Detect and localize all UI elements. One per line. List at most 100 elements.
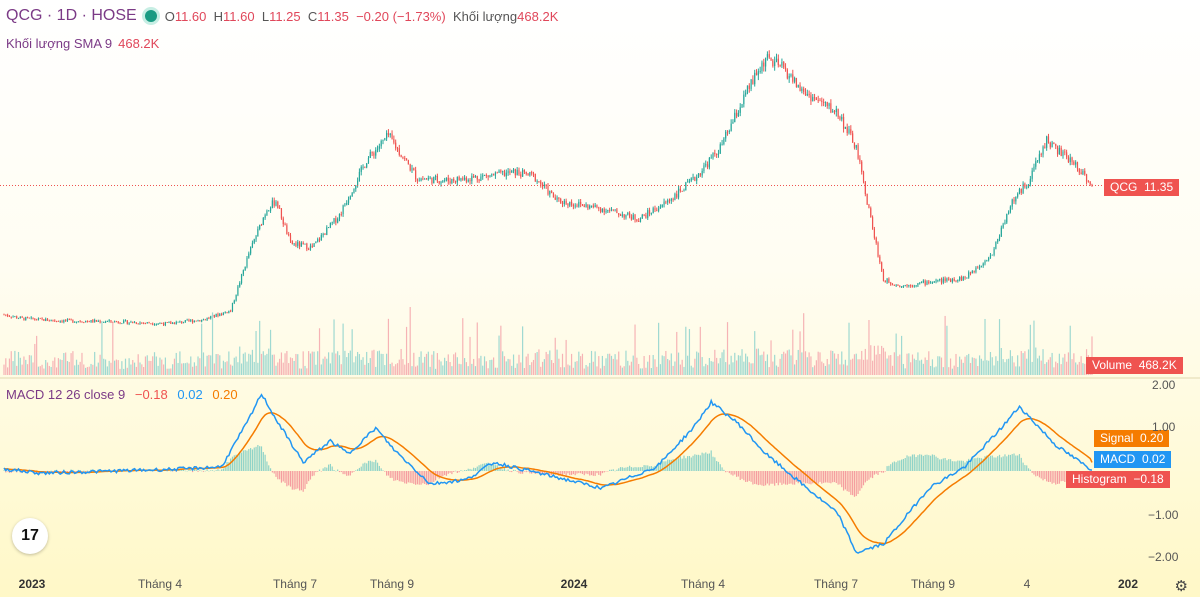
candle-body	[226, 312, 228, 314]
volume-bar	[737, 355, 739, 375]
candle-body	[221, 313, 223, 315]
candle-body	[485, 175, 487, 176]
candle-body	[132, 321, 134, 323]
histogram-bar	[282, 471, 284, 482]
candle-body	[621, 214, 623, 216]
candle-body	[48, 320, 50, 322]
x-axis-label: 2023	[18, 577, 46, 591]
candle-body	[806, 93, 808, 96]
candle-body	[841, 116, 843, 120]
volume-bar	[1053, 367, 1055, 375]
histogram-bar	[242, 450, 244, 471]
tradingview-logo[interactable]: 17	[12, 518, 48, 554]
histogram-bar	[911, 454, 914, 471]
candle-body	[589, 205, 591, 209]
histogram-bar	[186, 470, 188, 472]
histogram-bar	[190, 470, 192, 471]
volume-bar	[823, 363, 825, 375]
volume-bar	[532, 359, 535, 375]
candle-body	[257, 229, 259, 237]
volume-bar	[331, 352, 333, 375]
volume-bar	[779, 358, 781, 375]
candle-body	[416, 178, 419, 182]
volume-bar	[112, 322, 114, 375]
candle-body	[779, 65, 781, 66]
candle-body	[697, 173, 700, 178]
candle-body	[661, 204, 663, 207]
volume-bar	[37, 366, 40, 375]
volume-bar	[926, 359, 928, 375]
histogram-bar	[801, 471, 803, 485]
volume-bar	[184, 363, 186, 375]
settings-icon[interactable]: ⚙	[1174, 578, 1188, 595]
candle-body	[148, 322, 150, 324]
histogram-bar	[391, 471, 393, 478]
volume-bar	[897, 356, 899, 375]
volume-bar	[801, 352, 803, 375]
histogram-bar	[74, 471, 76, 472]
candle-body	[349, 196, 351, 200]
candle-body	[725, 131, 727, 139]
macd-tag-label: MACD	[1100, 452, 1136, 466]
candle-body	[41, 318, 43, 320]
candle-body	[618, 213, 620, 216]
volume-bar	[146, 355, 148, 375]
histogram-bar	[449, 471, 451, 473]
histogram-bar	[984, 456, 986, 471]
volume-bar	[259, 320, 261, 375]
candle-body	[117, 321, 119, 323]
candle-body	[353, 188, 355, 194]
macd-legend[interactable]: MACD 12 26 close 9 −0.18 0.02 0.20	[6, 387, 238, 402]
candle-body	[28, 317, 30, 319]
candle-body	[186, 319, 188, 321]
candle-body	[781, 62, 783, 66]
candle-body	[128, 322, 130, 324]
candle-body	[855, 145, 857, 148]
volume-bar	[353, 362, 355, 375]
histogram-bar	[1060, 471, 1062, 482]
volume-bar	[966, 355, 968, 375]
volume-bar	[853, 354, 856, 375]
symbol-title[interactable]: QCG · 1D · HOSE	[6, 7, 137, 24]
volume-bar	[812, 367, 814, 375]
volume-bar	[55, 367, 58, 375]
volume-bar	[340, 364, 342, 375]
histogram-bar	[211, 470, 214, 471]
candle-body	[335, 218, 337, 223]
volume-label: Khối lượng	[452, 8, 518, 24]
histogram-bar	[1017, 455, 1019, 471]
volume-sma-legend[interactable]: Khối lượng SMA 9 468.2K	[6, 36, 159, 51]
candle-body	[387, 132, 390, 135]
histogram-bar	[957, 460, 959, 471]
volume-bar	[766, 354, 769, 375]
candle-body	[743, 94, 745, 105]
histogram-bar	[589, 471, 591, 476]
candle-body	[599, 208, 602, 212]
volume-bar	[917, 352, 919, 375]
volume-bar	[346, 357, 348, 375]
histogram-bar	[835, 471, 837, 484]
candle-body	[873, 228, 875, 238]
candle-body	[897, 284, 899, 286]
candle-body	[175, 322, 177, 325]
candle-body	[474, 176, 477, 178]
volume-bar	[126, 367, 128, 375]
volume-bar	[984, 318, 986, 375]
volume-bar	[46, 362, 49, 375]
volume-bar	[832, 350, 834, 375]
histogram-bar	[629, 465, 631, 471]
histogram-bar	[638, 467, 640, 471]
histogram-bar	[525, 471, 527, 473]
candle-body	[215, 313, 217, 317]
candle-body	[819, 100, 821, 102]
histogram-bar	[723, 469, 725, 471]
volume-bar	[1007, 358, 1010, 375]
candle-body	[638, 221, 640, 222]
candle-body	[54, 320, 56, 322]
volume-bar	[12, 361, 14, 375]
candle-body	[672, 199, 674, 200]
volume-bar	[442, 365, 444, 375]
candle-body	[92, 320, 94, 323]
histogram-bar	[569, 471, 571, 476]
